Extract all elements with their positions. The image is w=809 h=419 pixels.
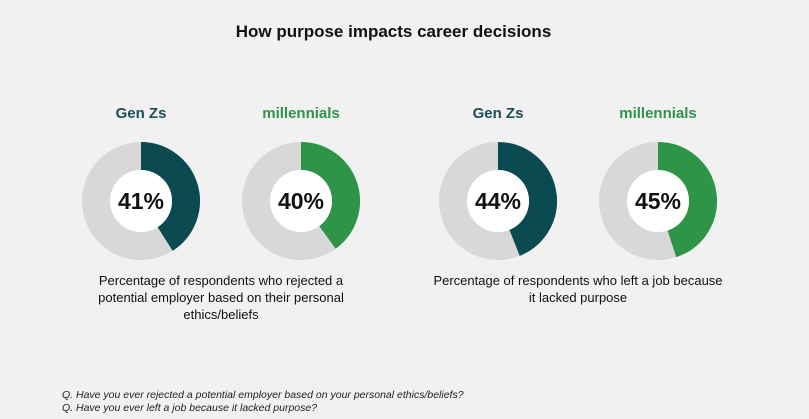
donut-chart-genz: 41% (82, 142, 200, 260)
series-label-genz: Gen Zs (472, 105, 524, 122)
donut-arc-genz (140, 142, 200, 251)
donut-center (467, 170, 529, 232)
donut-center (627, 170, 689, 232)
donut-group-rejected-employer: Gen Zs 41% millennials 40% Percentage of… (76, 104, 366, 323)
donut-arc-millennials (300, 142, 360, 249)
donut-arc-millennials (657, 142, 717, 258)
chart-title: How purpose impacts career decisions (235, 22, 552, 41)
donut-value-label: 41% (118, 188, 164, 214)
donut-arc-genz (497, 142, 557, 256)
series-label-millennials: millennials (262, 105, 340, 122)
series-label-millennials: millennials (619, 105, 697, 122)
donut-center (270, 170, 332, 232)
donut-millennials: millennials 40% (236, 104, 366, 261)
donut-chart-genz: 44% (439, 142, 557, 260)
donut-center (110, 170, 172, 232)
donut-chart-millennials: 45% (599, 142, 717, 260)
donut-value-label: 40% (278, 188, 324, 214)
survey-questions: Q. Have you ever rejected a potential em… (62, 389, 464, 415)
group-caption: Percentage of respondents who rejected a… (98, 273, 344, 322)
donut-group-left-job: Gen Zs 44% millennials 45% Percentage of… (433, 104, 723, 306)
donut-genz: Gen Zs 44% (433, 104, 563, 261)
footnote-question: Q. Have you ever left a job because it l… (62, 402, 318, 414)
donut-value-label: 44% (475, 188, 521, 214)
donut-value-label: 45% (635, 188, 681, 214)
donut-millennials: millennials 45% (593, 104, 723, 261)
group-caption: Percentage of respondents who left a job… (433, 273, 723, 305)
donut-genz: Gen Zs 41% (76, 104, 206, 261)
series-label-genz: Gen Zs (115, 105, 167, 122)
footnote-question: Q. Have you ever rejected a potential em… (62, 389, 464, 401)
donut-chart-millennials: 40% (242, 142, 360, 260)
